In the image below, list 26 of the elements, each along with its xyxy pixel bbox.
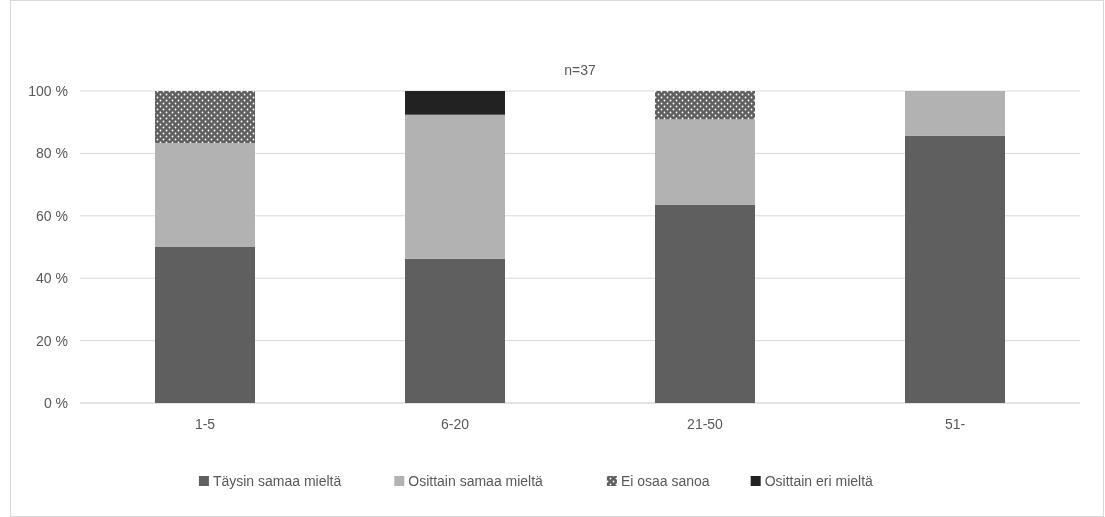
y-tick-label: 100 %	[28, 83, 68, 99]
x-tick-label: 51-	[944, 416, 966, 432]
legend-label: Täysin samaa mieltä	[212, 473, 342, 489]
bar	[405, 258, 505, 403]
chart-title: n=37	[564, 62, 596, 78]
x-tick-label: 21-50	[687, 416, 724, 432]
bar	[905, 135, 1005, 403]
y-tick-label: 20 %	[36, 332, 68, 349]
x-tick-label: 6-20	[440, 416, 470, 432]
bar	[655, 119, 755, 205]
bar	[155, 91, 255, 144]
bar	[655, 204, 755, 403]
legend-label: Ei osaa sanoa	[620, 473, 710, 489]
legend-label: Osittain samaa mieltä	[408, 473, 544, 489]
legend-label: Osittain eri mieltä	[764, 473, 874, 489]
bar	[405, 114, 505, 259]
x-tick-label: 1-5	[194, 416, 216, 432]
bar	[655, 91, 755, 120]
y-tick-label: 0 %	[43, 395, 68, 411]
bar	[905, 91, 1005, 136]
y-tick-label: 80 %	[36, 145, 68, 162]
y-tick-label: 40 %	[36, 270, 68, 287]
bar	[155, 143, 255, 247]
y-tick-label: 60 %	[36, 207, 68, 224]
bar	[405, 91, 505, 115]
bar	[155, 247, 255, 403]
